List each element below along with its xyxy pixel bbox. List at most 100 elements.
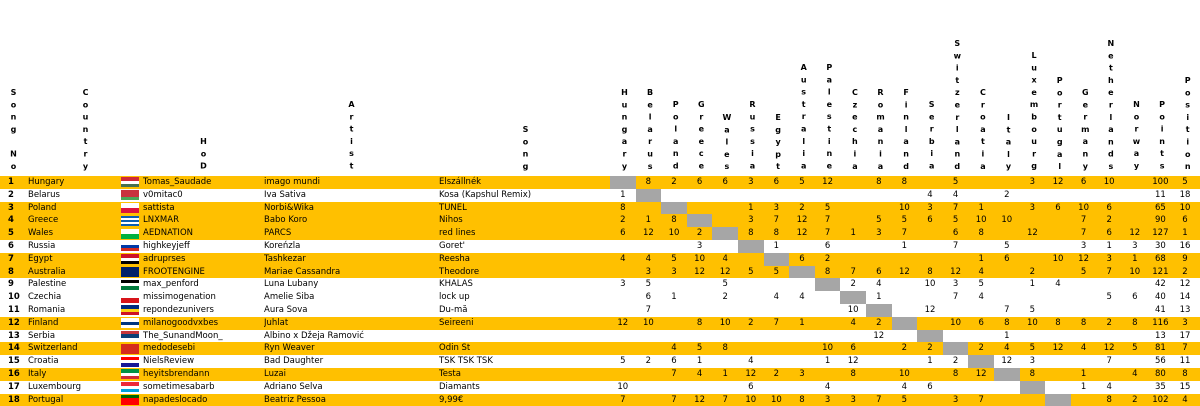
song: Nihos bbox=[439, 215, 463, 226]
country: Greece bbox=[28, 215, 59, 226]
vote: 7 bbox=[1106, 266, 1112, 277]
song: Du-mă bbox=[439, 305, 468, 315]
points: 90 bbox=[1154, 215, 1166, 226]
position: 10 bbox=[1179, 202, 1191, 213]
country: Palestine bbox=[28, 279, 67, 290]
song: Odin St bbox=[439, 343, 471, 354]
vote: 5 bbox=[1106, 292, 1112, 303]
points: 68 bbox=[1154, 253, 1166, 264]
vote: 1 bbox=[824, 356, 831, 367]
points: 65 bbox=[1154, 202, 1166, 213]
vote: 7 bbox=[952, 202, 959, 213]
vote: 6 bbox=[927, 215, 933, 226]
column-header: Belarus bbox=[645, 87, 655, 174]
vote: 5 bbox=[901, 394, 908, 405]
country: Poland bbox=[28, 202, 57, 213]
vote: 2 bbox=[1004, 189, 1010, 200]
vote: 10 bbox=[1001, 215, 1013, 226]
vote: 12 bbox=[719, 266, 731, 277]
points: 80 bbox=[1154, 369, 1166, 379]
vote: 5 bbox=[901, 215, 908, 226]
vote: 7 bbox=[1004, 305, 1010, 315]
vote: 10 bbox=[950, 317, 961, 328]
diagonal-cell bbox=[917, 329, 943, 343]
vote: 2 bbox=[773, 369, 780, 379]
position: 17 bbox=[1179, 330, 1191, 341]
vote: 4 bbox=[773, 292, 780, 303]
country: Australia bbox=[28, 266, 66, 277]
points: 40 bbox=[1154, 292, 1166, 303]
diagonal-cell bbox=[686, 214, 713, 228]
vote: 3 bbox=[748, 215, 754, 226]
vote: 2 bbox=[722, 292, 728, 303]
vote: 10 bbox=[898, 369, 910, 379]
vote: 10 bbox=[975, 215, 987, 226]
column-header: Points bbox=[1157, 100, 1167, 174]
artist: Albino x Džeja Ramović bbox=[264, 330, 364, 341]
diagonal-cell bbox=[866, 304, 892, 317]
vote: 12 bbox=[822, 177, 833, 187]
artist: Beatriz Pessoa bbox=[264, 394, 326, 405]
country: Luxembourg bbox=[28, 381, 81, 392]
vote: 1 bbox=[901, 241, 908, 251]
hod: v0mitac0 bbox=[143, 189, 183, 200]
vote: 7 bbox=[824, 215, 831, 226]
artist: Adriano Selva bbox=[264, 381, 323, 392]
vote: 7 bbox=[620, 394, 626, 405]
column-header: Czechia bbox=[850, 87, 860, 174]
song-number: 14 bbox=[8, 343, 20, 354]
artist: Juhlat bbox=[264, 317, 289, 328]
column-header: Position bbox=[1183, 75, 1193, 174]
hod: medodesebi bbox=[143, 343, 196, 354]
diagonal-cell bbox=[661, 201, 687, 215]
country: Switzerland bbox=[28, 343, 78, 354]
song-number: 15 bbox=[8, 356, 20, 367]
vote: 10 bbox=[1129, 266, 1141, 277]
hod: adruprses bbox=[143, 253, 186, 264]
column-header: Australia bbox=[799, 63, 809, 174]
song: Elszállnék bbox=[439, 177, 482, 187]
vote: 5 bbox=[748, 266, 754, 277]
vote: 5 bbox=[620, 356, 626, 367]
artist: imago mundi bbox=[264, 177, 320, 187]
vote: 4 bbox=[1132, 369, 1138, 379]
vote: 3 bbox=[1029, 356, 1036, 367]
vote: 10 bbox=[770, 394, 782, 405]
table-row bbox=[0, 214, 1200, 228]
hod: sattista bbox=[143, 202, 175, 213]
vote: 12 bbox=[950, 266, 961, 277]
hod: FROOTENGINE bbox=[143, 266, 205, 277]
vote: 10 bbox=[668, 228, 680, 239]
vote: 10 bbox=[719, 317, 731, 328]
song-number: 4 bbox=[8, 215, 14, 226]
vote: 4 bbox=[722, 253, 728, 264]
vote: 6 bbox=[722, 177, 728, 187]
song: Theodore bbox=[439, 266, 480, 277]
flag bbox=[121, 241, 139, 252]
table-row bbox=[0, 393, 1200, 406]
vote: 10 bbox=[745, 394, 757, 405]
country: Romania bbox=[28, 305, 66, 315]
vote: 12 bbox=[898, 266, 910, 277]
vote: 5 bbox=[1029, 343, 1036, 354]
column-header: Song bbox=[521, 124, 530, 174]
position: 8 bbox=[1182, 369, 1188, 379]
vote: 2 bbox=[645, 356, 652, 367]
vote: 6 bbox=[952, 228, 959, 239]
vote: 7 bbox=[773, 215, 780, 226]
vote: 1 bbox=[748, 202, 754, 213]
country: Portugal bbox=[28, 394, 64, 405]
vote: 8 bbox=[1055, 317, 1061, 328]
vote: 3 bbox=[696, 241, 703, 251]
vote: 6 bbox=[1080, 177, 1087, 187]
vote: 1 bbox=[1004, 330, 1010, 341]
vote: 1 bbox=[1132, 253, 1138, 264]
flag bbox=[121, 395, 139, 405]
vote: 12 bbox=[694, 394, 705, 405]
vote: 12 bbox=[1103, 343, 1115, 354]
vote: 8 bbox=[620, 202, 626, 213]
vote: 8 bbox=[876, 177, 882, 187]
position: 1 bbox=[1182, 228, 1188, 239]
vote: 7 bbox=[876, 394, 882, 405]
country: Egypt bbox=[28, 253, 53, 264]
